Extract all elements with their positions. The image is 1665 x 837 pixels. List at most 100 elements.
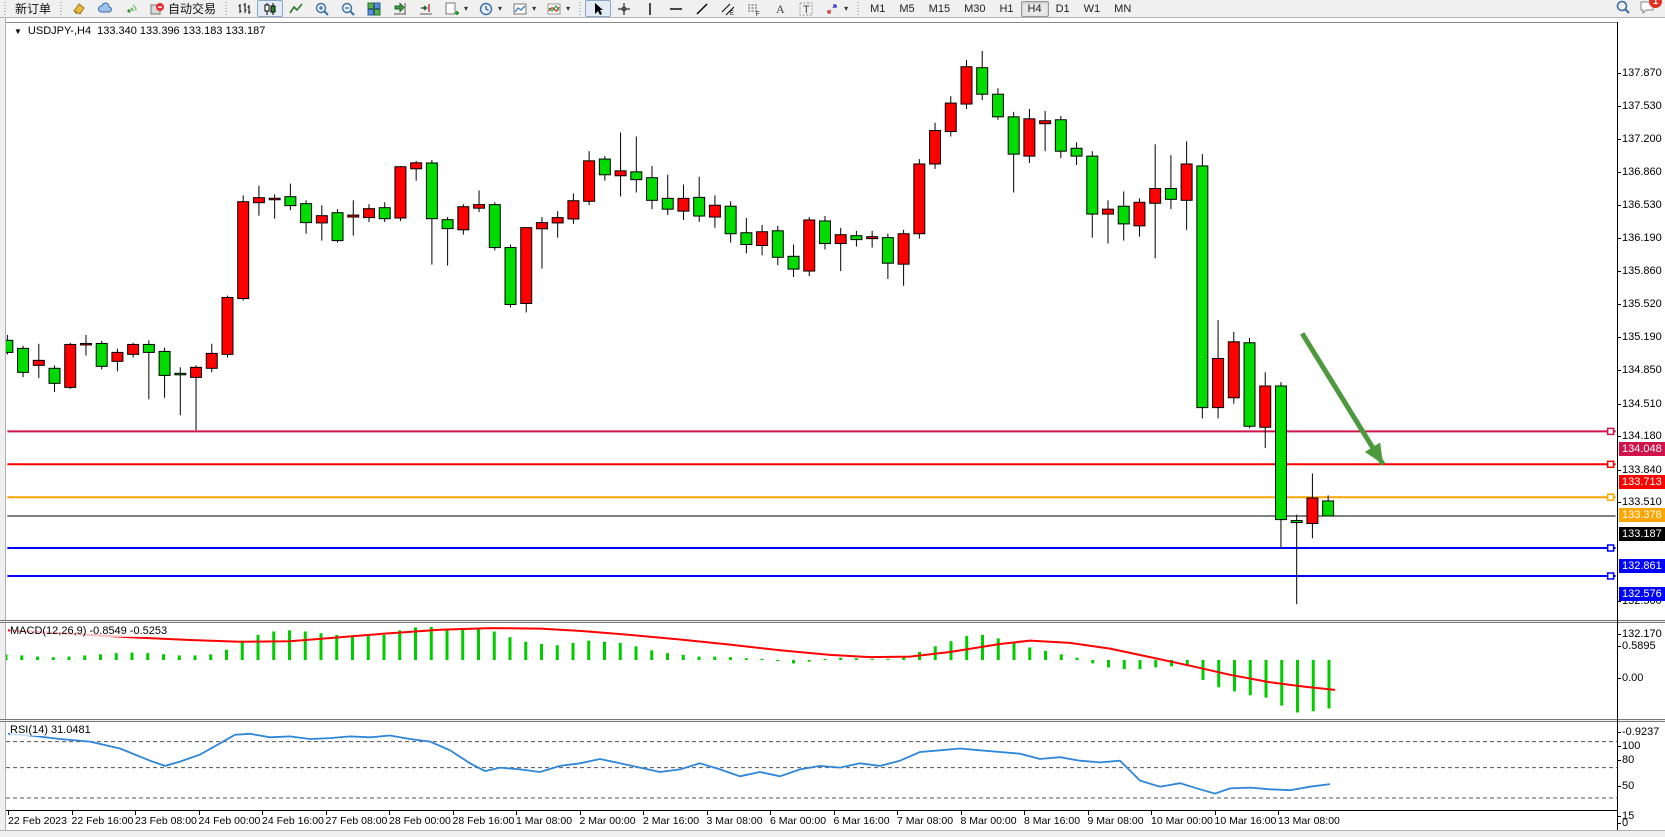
macd-histogram-bar [1327,659,1331,709]
price-chart-pane[interactable] [6,22,1617,620]
macd-histogram-bar [1217,659,1221,688]
bull-candle [1259,385,1272,428]
bar-chart-button[interactable] [231,0,257,17]
template-button[interactable]: ▾ [439,0,473,17]
line-anchor[interactable] [1606,427,1615,436]
toolbar-grip[interactable] [223,1,230,16]
pane-splitter[interactable] [0,620,1665,623]
bull-candle [1306,497,1319,525]
bear-candle [48,367,61,384]
dropdown-caret-icon[interactable]: ▾ [844,4,849,13]
bull-candle [1133,201,1146,227]
toolbar-grip[interactable] [577,1,584,16]
time-tick [389,811,390,815]
cloud-button[interactable] [92,0,118,17]
auto-scroll-icon [392,1,408,17]
macd-histogram-bar [177,655,181,660]
bull-candle [237,201,250,300]
zoom-out-button[interactable] [335,0,361,17]
chevron-down-icon[interactable]: ▼ [14,26,22,36]
line-anchor[interactable] [1606,572,1615,580]
search-icon[interactable] [1615,0,1631,18]
chat-icon[interactable]: 1 [1639,0,1662,18]
toolbar-grip[interactable] [855,1,862,16]
timeframe-d1-button[interactable]: D1 [1055,2,1070,15]
dropdown-caret-icon[interactable]: ▾ [532,4,537,13]
equidistant-channel-button[interactable]: E [715,0,741,17]
toolbar-grip[interactable] [2,1,8,16]
line-anchor[interactable] [1606,544,1615,552]
vertical-line-button[interactable] [637,0,663,17]
chart-shift-button[interactable] [413,0,439,17]
timeframe-m30-button[interactable]: M30 [964,2,986,15]
timeframe-m5-button[interactable]: M5 [899,2,915,15]
tile-windows-button[interactable] [361,0,387,17]
bear-candle [850,235,863,241]
bull-candle [190,366,203,378]
timeframe-m1-button[interactable]: M1 [870,2,886,15]
chart-title[interactable]: ▼ USDJPY-,H4 133.340 133.396 133.183 133… [14,25,265,37]
toolbar-group-drawing: E F A T ▾ [585,0,853,17]
indicators-button[interactable]: ▾ [541,0,575,17]
time-tick-label: 3 Mar 08:00 [706,815,763,827]
line-anchor[interactable] [1606,493,1615,501]
bear-candle [6,339,14,353]
text-label-icon: T [798,1,814,17]
autotrade-button[interactable]: 自动交易 [144,0,221,17]
macd-histogram-bar [855,658,858,660]
time-tick-label: 8 Mar 16:00 [1024,815,1081,827]
zoom-in-button[interactable] [309,0,335,17]
bear-candle [488,204,501,249]
bull-candle [535,222,548,230]
new-order-button[interactable]: 新订单 [10,0,56,17]
period-button[interactable]: ▾ [473,0,507,17]
price-tick-label: 137.530 [1617,100,1662,113]
crosshair-button[interactable] [611,0,637,17]
dropdown-caret-icon[interactable]: ▾ [464,4,469,13]
macd-histogram-bar [319,633,323,660]
line-chart-button[interactable] [283,0,309,17]
macd-histogram-bar [618,642,622,660]
chart-window-button[interactable]: ▾ [507,0,541,17]
timeframe-m15-button[interactable]: M15 [928,2,951,15]
timeframe-h4-button[interactable]: H4 [1020,0,1049,17]
cursor-button[interactable] [585,0,612,17]
trend-arrow[interactable] [1300,332,1386,466]
text-label-button[interactable]: T [793,0,819,17]
timeframe-w1-button[interactable]: W1 [1083,2,1101,15]
auto-scroll-button[interactable] [387,0,413,17]
timeframe-h1-button[interactable]: H1 [999,2,1014,15]
horizontal-line-button[interactable] [663,0,689,17]
time-tick [1151,811,1152,815]
time-tick [897,811,898,815]
line-anchor[interactable] [1606,460,1615,469]
timeframe-mn-button[interactable]: MN [1114,2,1132,15]
trendline-button[interactable] [689,0,715,17]
macd-histogram-bar [51,657,55,660]
pane-splitter[interactable] [0,719,1665,722]
bull-candle [614,170,627,177]
bear-candle [991,93,1004,118]
dropdown-caret-icon[interactable]: ▾ [498,4,503,13]
macd-histogram-bar [351,636,354,660]
macd-histogram-bar [20,655,24,660]
fibonacci-button[interactable]: F [741,0,767,17]
time-tick-label: 28 Feb 16:00 [452,815,515,827]
candlestick-chart-button[interactable] [257,0,284,17]
chat-unread-badge: 1 [1649,0,1662,8]
rsi-pane[interactable] [6,722,1617,809]
toolbar-grip[interactable] [58,1,65,16]
signals-button[interactable] [118,0,144,17]
arrows-icon [824,1,840,17]
time-axis[interactable]: 22 Feb 2023 22 Feb 16:00 23 Feb 08:00 24 Fe… [6,810,1617,830]
dropdown-caret-icon[interactable]: ▾ [566,4,571,13]
macd-histogram-bar [6,654,8,660]
bear-candle [787,255,800,270]
text-button[interactable]: A [767,0,793,17]
time-tick-label: 2 Mar 16:00 [643,815,700,827]
svg-text:T: T [803,4,810,16]
svg-text:E: E [730,11,734,17]
macd-pane[interactable] [6,623,1617,719]
styler-button[interactable] [66,0,92,17]
arrows-button[interactable]: ▾ [819,0,853,17]
